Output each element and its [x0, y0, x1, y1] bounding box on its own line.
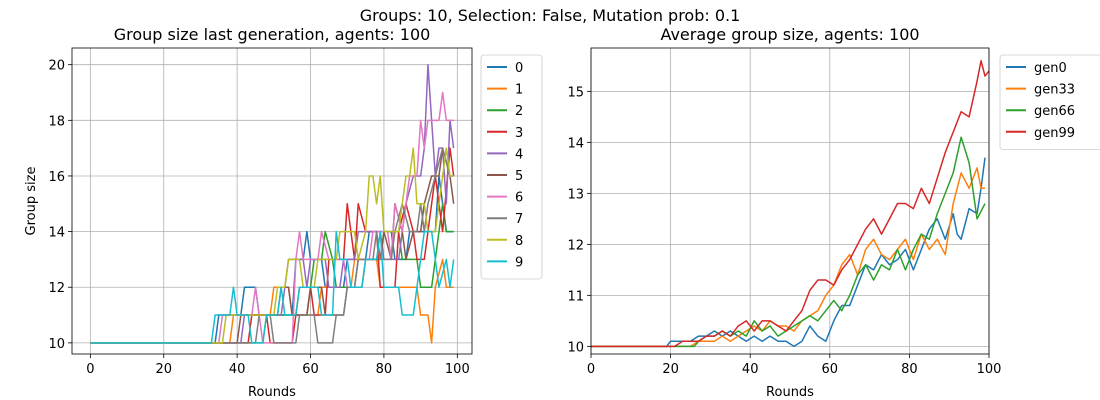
x-tick-label: 20: [662, 362, 679, 377]
series-line-9: [90, 230, 455, 344]
x-tick-label: 0: [86, 362, 94, 377]
legend-label: gen99: [1034, 126, 1075, 141]
series-line-3: [90, 147, 455, 344]
chart-title: Group size last generation, agents: 100: [114, 25, 431, 44]
series-line-gen0: [591, 157, 986, 348]
series-line-gen33: [591, 167, 986, 348]
x-axis-label: Rounds: [248, 385, 296, 400]
y-tick-label: 12: [48, 281, 65, 296]
x-tick-label: 100: [977, 362, 1002, 377]
x-tick-label: 40: [229, 362, 246, 377]
y-tick-label: 13: [567, 187, 584, 202]
series-line-5: [90, 147, 455, 344]
legend-label: 3: [515, 126, 523, 141]
y-tick-label: 15: [567, 85, 584, 100]
y-tick-label: 14: [567, 136, 584, 151]
legend-label: 7: [515, 212, 523, 227]
legend-box: [999, 54, 1100, 150]
legend-label: 1: [515, 83, 523, 98]
legend-label: 5: [515, 169, 523, 184]
y-tick-label: 20: [48, 59, 65, 74]
x-axis-label: Rounds: [766, 385, 814, 400]
y-tick-label: 18: [48, 114, 65, 129]
legend-label: gen33: [1034, 83, 1075, 98]
chart-1: Group size last generation, agents: 100 0…: [24, 25, 543, 400]
legend-label: 8: [515, 234, 523, 249]
x-tick-label: 80: [901, 362, 918, 377]
legend-label: 4: [515, 147, 523, 162]
chart-2: Average group size, agents: 100 0 20 40 60 80…: [567, 25, 1100, 400]
series-group: [90, 63, 455, 344]
legend-label: gen66: [1034, 104, 1075, 119]
y-tick-label: 10: [48, 337, 65, 352]
x-tick-label: 20: [155, 362, 172, 377]
x-tick-label: 0: [587, 362, 595, 377]
plot-frame: [590, 47, 990, 355]
y-tick-label: 12: [567, 238, 584, 253]
series-line-0: [90, 175, 454, 344]
chart-title: Average group size, agents: 100: [660, 25, 919, 44]
y-tick-label: 11: [567, 289, 584, 304]
y-tick-label: 16: [48, 170, 65, 185]
legend-label: 0: [515, 61, 523, 76]
y-tick-label: 14: [48, 226, 65, 241]
y-axis-label: Group size: [24, 167, 39, 236]
legend: gen0 gen33 gen66 gen99: [999, 54, 1100, 150]
legend: 0 1 2 3 4 5 6 7 8 9: [480, 54, 543, 280]
series-group: [591, 60, 989, 348]
y-tick-label: 10: [567, 340, 584, 355]
legend-label: 6: [515, 191, 523, 206]
legend-label: 9: [515, 255, 523, 270]
plot-frame: [71, 47, 473, 355]
x-tick-label: 40: [742, 362, 759, 377]
figure-suptitle: Groups: 10, Selection: False, Mutation p…: [360, 6, 741, 25]
x-tick-label: 100: [445, 362, 470, 377]
series-line-gen66: [591, 136, 986, 348]
series-line-7: [90, 147, 454, 344]
x-tick-label: 60: [822, 362, 839, 377]
legend-label: 2: [515, 104, 523, 119]
series-line-gen99: [591, 60, 989, 348]
series-line-8: [90, 147, 454, 344]
legend-label: gen0: [1034, 61, 1067, 76]
x-tick-label: 80: [376, 362, 393, 377]
x-tick-label: 60: [302, 362, 319, 377]
